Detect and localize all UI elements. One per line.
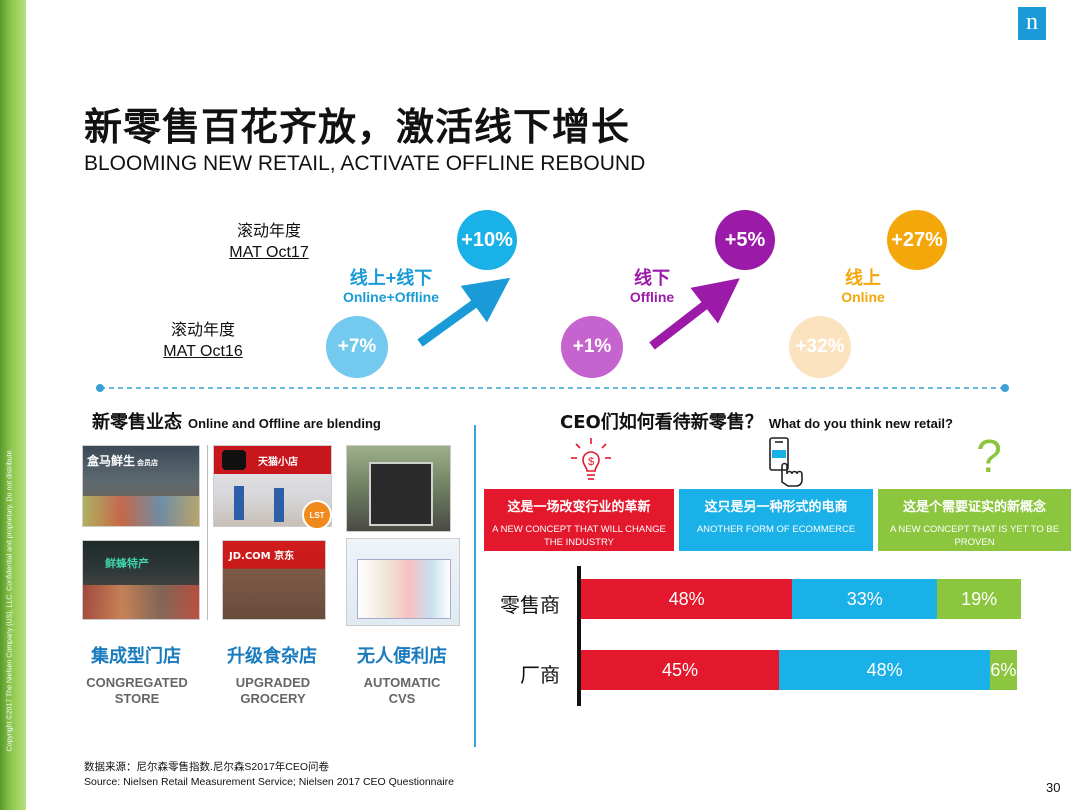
format-en-congregated: CONGREGATED STORE — [86, 675, 188, 706]
lst-badge: LST — [302, 500, 332, 530]
chart-bar-retailer: 48% 33% 19% — [581, 579, 1021, 619]
chart-axis — [577, 566, 581, 706]
chart-row-label-retailer: 零售商 — [500, 593, 560, 617]
circle-offline-oct17: +5% — [715, 210, 775, 270]
chart-data-label: 19% — [961, 588, 998, 609]
arrow-offline — [649, 278, 740, 350]
chart-data-label: 6% — [990, 659, 1017, 680]
chart-bar-segment: 19% — [937, 579, 1021, 619]
dashed-divider — [96, 384, 1009, 392]
formats-section-title: 新零售业态 Online and Offline are blending — [92, 412, 381, 433]
source-zh: 数据来源：尼尔森零售指数.尼尔森S2017年CEO问卷 — [84, 761, 330, 773]
page-title: 新零售百花齐放，激活线下增长 — [84, 105, 631, 149]
chart-data-label: 33% — [846, 588, 883, 609]
format-en-cvs: AUTOMATIC CVS — [363, 675, 441, 706]
circle-online-offline-oct16: +7% — [326, 316, 388, 378]
circle-online-oct16: +32% — [789, 316, 851, 378]
question-mark-icon: ? — [976, 430, 1002, 482]
photo-store-4: 鲜蜂特产 — [82, 540, 200, 620]
growth-arrows — [417, 277, 740, 350]
format-label-grocery: 升级食杂店 — [227, 646, 317, 667]
label-offline: 线下 Offline — [629, 268, 675, 305]
phone-tap-icon — [769, 437, 803, 487]
source-en: Source: Nielsen Retail Measurement Servi… — [84, 776, 455, 788]
label-online-offline: 线上+线下 Online+Offline — [342, 268, 440, 305]
left-decor-bar — [0, 0, 26, 810]
ceo-option-unproven: 这是个需要证实的新概念 A NEW CONCEPT THAT IS YET TO … — [878, 489, 1071, 551]
circle-online-oct17: +27% — [887, 210, 947, 270]
ceo-section-title: CEO们如何看待新零售？ What do you think new retail… — [560, 412, 953, 433]
photo-jd-store: JD.COM 京东 — [222, 540, 326, 620]
format-label-cvs: 无人便利店 — [357, 646, 447, 667]
mat-oct17-label: 滚动年度 MAT Oct17 — [229, 223, 309, 261]
ceo-option-revolution: 这是一场改变行业的革新 A NEW CONCEPT THAT WILL CHANG… — [484, 489, 674, 551]
label-online: 线上 Online — [841, 268, 885, 305]
arrow-online-offline — [417, 277, 511, 347]
photo-divider — [207, 445, 208, 620]
chart-data-label: 48% — [668, 588, 705, 609]
chart-data-label: 45% — [661, 659, 699, 680]
svg-text:$: $ — [588, 456, 594, 468]
chart-data-label: 48% — [866, 659, 903, 680]
chart-bar-segment: 6% — [990, 650, 1017, 690]
format-label-congregated: 集成型门店 — [91, 646, 181, 667]
page-subtitle: BLOOMING NEW RETAIL, ACTIVATE OFFLINE RE… — [84, 152, 646, 175]
photo-automatic-cvs-2 — [346, 538, 460, 626]
chart-bar-segment: 33% — [792, 579, 938, 619]
circle-online-offline-oct17: +10% — [457, 210, 517, 270]
circle-offline-oct16: +1% — [561, 316, 623, 378]
lightbulb-dollar-icon: $ — [571, 438, 611, 480]
ceo-option-ecommerce: 这只是另一种形式的电商 ANOTHER FORM OF ECOMMERCE — [679, 489, 873, 551]
chart-row-label-manufacturer: 厂商 — [520, 663, 560, 687]
chart-bar-segment: 45% — [581, 650, 779, 690]
chart-bar-segment: 48% — [581, 579, 793, 619]
copyright-notice: Copyright ©2017 The Nielsen Company (US)… — [6, 448, 14, 752]
photo-automatic-cvs-1 — [346, 445, 451, 532]
chart-bar-manufacturer: 45% 48% 6% — [581, 650, 1021, 690]
section-divider — [474, 425, 476, 747]
photo-hema-store: 盒马鲜生 会员店 — [82, 445, 200, 527]
chart-bar-segment: 48% — [779, 650, 991, 690]
nielsen-logo: n — [1018, 7, 1046, 40]
page-number: 30 — [1046, 780, 1061, 795]
mat-oct16-label: 滚动年度 MAT Oct16 — [163, 322, 243, 360]
format-en-grocery: UPGRADED GROCERY — [235, 675, 311, 706]
